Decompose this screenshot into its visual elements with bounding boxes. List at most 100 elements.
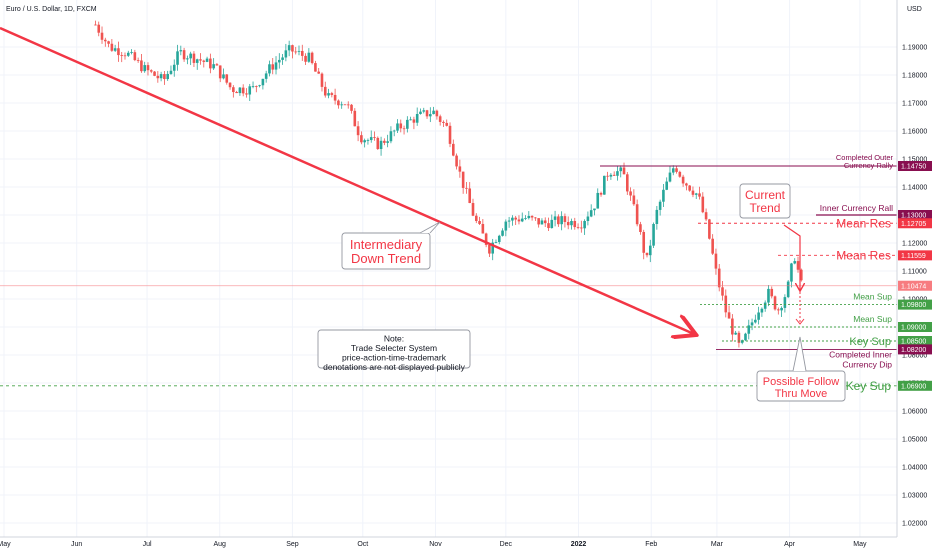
candle-body — [369, 137, 373, 141]
candle-body — [750, 322, 754, 326]
candle-body — [534, 217, 537, 219]
x-tick-label: Sep — [286, 541, 299, 548]
price-tag — [898, 250, 932, 261]
candle-body — [619, 167, 623, 172]
candle-body — [396, 123, 399, 131]
price-tag — [898, 336, 932, 346]
candle-body — [140, 60, 143, 72]
candle-body — [501, 230, 504, 236]
candle-body — [179, 50, 183, 52]
candle-body — [189, 53, 192, 59]
follow-thru-annotation-text: Thru Move — [775, 388, 828, 400]
candle-body — [547, 223, 550, 229]
y-tick-label: 1.04000 — [902, 465, 927, 472]
symbol-title: Euro / U.S. Dollar, 1D, FXCM — [6, 6, 97, 13]
candle-body — [691, 190, 695, 195]
candle-body — [754, 319, 757, 323]
y-tick-label: 1.18000 — [902, 73, 927, 80]
candle-body — [675, 168, 678, 172]
candle-body — [215, 64, 219, 66]
candle-body — [727, 312, 731, 319]
candle-body — [304, 55, 307, 62]
candle-body — [209, 58, 212, 69]
candle-body — [721, 287, 724, 296]
y-tick-label: 1.15000 — [902, 157, 927, 164]
candle-body — [678, 171, 682, 177]
candle-body — [573, 220, 577, 228]
candle-body — [360, 135, 363, 143]
candle-body — [248, 86, 252, 95]
candle-body — [435, 110, 439, 117]
candle-body — [287, 45, 291, 51]
trend-line — [0, 26, 694, 334]
last-price-text: 1.10474 — [901, 283, 926, 290]
candle-body — [153, 71, 156, 76]
candle-body — [780, 307, 783, 311]
candle-body — [406, 119, 409, 129]
candle-body — [143, 65, 146, 72]
candle-body — [97, 24, 101, 33]
x-tick-label: Dec — [500, 541, 513, 548]
candle-body — [724, 295, 728, 313]
candle-body — [589, 210, 593, 217]
candle-body — [744, 333, 747, 341]
candle-body — [337, 100, 340, 106]
candle-body — [317, 71, 320, 74]
x-tick-label: Apr — [784, 541, 796, 548]
candle-body — [379, 140, 383, 150]
candle-body — [734, 332, 737, 335]
candle-body — [182, 50, 186, 60]
candle-body — [790, 263, 793, 282]
candle-body — [323, 86, 327, 96]
candle-body — [458, 166, 462, 172]
candle-body — [297, 50, 301, 52]
candle-body — [668, 172, 672, 182]
x-tick-label: Jun — [71, 541, 82, 548]
candle-body — [100, 32, 104, 40]
candle-body — [662, 189, 665, 202]
price-tag-text: 1.11559 — [901, 253, 926, 260]
candle-body — [310, 52, 314, 64]
candle-body — [94, 24, 97, 26]
candle-body — [491, 242, 494, 254]
current-trend-annotation-text: Current — [745, 188, 786, 202]
currency-label: USD — [907, 6, 922, 13]
x-tick-label: Jul — [143, 541, 152, 548]
candle-body — [425, 110, 429, 117]
candle-body — [268, 64, 271, 74]
note-annotation-text: denotations are not displayed publicly — [323, 362, 466, 372]
candle-body — [671, 168, 675, 173]
candle-body — [133, 52, 137, 61]
candle-body — [773, 296, 777, 310]
last-price-tag — [898, 280, 932, 291]
candle-body — [563, 216, 567, 222]
grid — [0, 0, 897, 537]
candle-body — [786, 281, 790, 298]
candle-body — [603, 175, 606, 195]
candle-body — [448, 125, 452, 144]
candle-body — [300, 50, 304, 56]
candle-body — [488, 244, 491, 254]
price-tag-text: 1.08500 — [901, 339, 926, 346]
candle-body — [740, 340, 744, 343]
y-tick-label: 1.11000 — [902, 269, 927, 276]
y-tick-label: 1.02000 — [902, 521, 927, 528]
candle-body — [192, 53, 196, 63]
candle-body — [415, 113, 419, 123]
candle-body — [126, 52, 130, 56]
candle-body — [419, 111, 422, 114]
candle-body — [494, 241, 498, 243]
candle-body — [540, 220, 544, 225]
price-tag-text: 1.09800 — [901, 302, 926, 309]
candle-body — [130, 52, 133, 54]
candle-body — [612, 174, 616, 176]
candle-body — [258, 85, 261, 87]
candle-body — [261, 78, 265, 86]
candle-body — [465, 187, 468, 189]
candle-body — [438, 116, 442, 122]
candle-body — [652, 223, 655, 246]
candle-body — [232, 87, 235, 93]
candles — [94, 20, 803, 348]
